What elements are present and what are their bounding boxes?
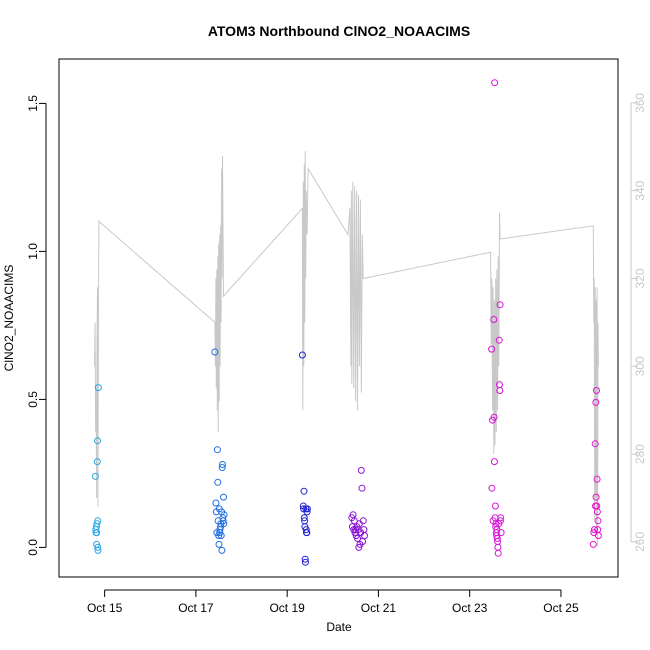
data-point — [488, 345, 496, 353]
y-tick-label: 1.5 — [26, 95, 40, 112]
y-axis-right: 260 280 300 320 340 360 — [630, 93, 647, 552]
data-point — [217, 532, 225, 540]
data-point — [94, 543, 102, 551]
data-point — [594, 517, 602, 525]
data-point — [496, 301, 504, 309]
data-point — [300, 514, 308, 522]
data-point — [497, 514, 505, 522]
y-axis: 0.0 0.5 1.0 1.5 — [26, 95, 47, 556]
data-point — [303, 505, 311, 513]
data-point — [494, 549, 502, 557]
y-tick-label: 0.0 — [26, 539, 40, 556]
x-tick-label: Oct 21 — [361, 601, 397, 615]
y-axis-label: ClNO2_NOAACIMS — [2, 265, 16, 372]
data-point — [496, 517, 504, 525]
y-tick-label: 0.5 — [26, 391, 40, 408]
data-point — [354, 535, 361, 542]
data-point — [491, 79, 499, 87]
data-point — [495, 336, 503, 344]
data-point — [488, 484, 496, 492]
secondary-series-line — [94, 151, 599, 547]
data-point — [215, 540, 223, 548]
data-point — [496, 387, 504, 394]
y-right-tick-label: 320 — [633, 268, 647, 288]
data-point — [93, 529, 101, 537]
data-point — [300, 487, 308, 495]
data-point — [493, 535, 501, 542]
x-axis: Oct 15 Oct 17 Oct 19 Oct 21 Oct 23 Oct 25 — [87, 589, 579, 615]
x-tick-label: Oct 23 — [452, 601, 488, 615]
data-point — [220, 493, 227, 501]
data-point — [490, 458, 498, 466]
y-right-tick-label: 260 — [633, 532, 647, 552]
x-tick-label: Oct 15 — [87, 601, 123, 615]
data-point — [220, 511, 228, 519]
data-point — [358, 484, 366, 492]
data-point — [494, 543, 502, 551]
data-point — [359, 517, 367, 525]
chart-title: ATOM3 Northbound ClNO2_NOAACIMS — [208, 23, 470, 39]
x-tick-label: Oct 17 — [178, 601, 214, 615]
data-point — [220, 520, 228, 528]
y-right-tick-label: 300 — [633, 356, 647, 376]
data-point — [219, 461, 226, 468]
data-point — [302, 558, 309, 566]
data-point — [490, 316, 498, 323]
plot-frame — [58, 58, 619, 578]
data-point — [298, 351, 306, 359]
data-point — [350, 517, 358, 525]
data-point — [94, 517, 102, 525]
data-point — [591, 526, 598, 534]
x-tick-label: Oct 25 — [543, 601, 579, 615]
data-point — [490, 413, 498, 421]
data-point — [594, 532, 602, 540]
data-point — [593, 387, 600, 394]
data-point — [93, 458, 101, 466]
data-point — [491, 502, 499, 510]
data-point — [593, 475, 601, 483]
data-point — [357, 466, 365, 474]
data-point — [361, 532, 368, 540]
data-point — [592, 493, 600, 501]
data-point — [94, 384, 102, 392]
x-axis-label: Date — [326, 620, 352, 634]
y-tick-label: 1.0 — [26, 243, 40, 260]
secondary-line-layer — [94, 151, 599, 547]
data-point — [301, 555, 309, 563]
data-point — [218, 464, 226, 471]
data-point — [211, 348, 219, 356]
data-point — [91, 472, 99, 480]
data-point — [218, 546, 226, 554]
data-point — [94, 437, 101, 445]
data-point — [212, 499, 220, 507]
data-point — [589, 540, 597, 548]
data-point — [591, 440, 599, 448]
data-point — [303, 508, 311, 516]
y-right-tick-label: 280 — [633, 444, 647, 464]
data-point — [93, 520, 101, 528]
data-point — [302, 526, 310, 534]
data-point — [303, 529, 311, 537]
x-tick-label: Oct 19 — [269, 601, 305, 615]
data-point — [592, 398, 600, 406]
data-point — [94, 546, 102, 554]
y-right-tick-label: 360 — [633, 93, 647, 113]
data-point — [593, 508, 601, 516]
points-layer — [91, 79, 602, 566]
data-point — [214, 478, 222, 486]
y-right-tick-label: 340 — [633, 180, 647, 200]
data-point — [213, 446, 221, 454]
data-point — [497, 529, 505, 537]
